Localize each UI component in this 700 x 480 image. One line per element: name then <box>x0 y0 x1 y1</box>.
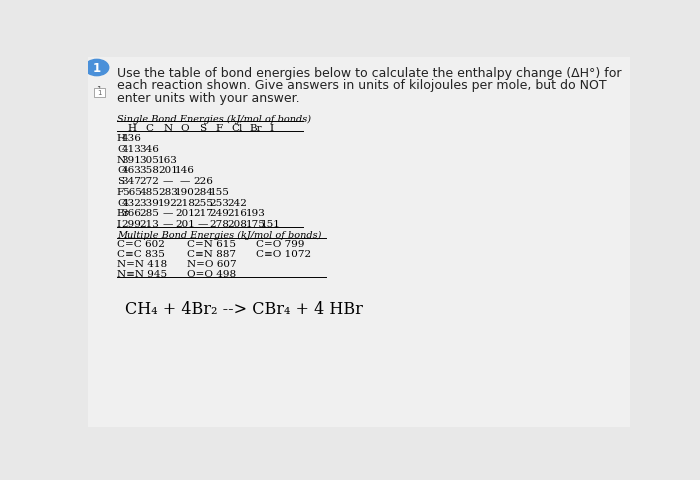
Text: 1: 1 <box>92 62 101 75</box>
Text: Cl: Cl <box>117 198 128 207</box>
Text: C: C <box>117 144 125 154</box>
Text: F: F <box>216 124 223 132</box>
Text: S: S <box>117 177 124 186</box>
Text: Br: Br <box>117 209 130 218</box>
Text: 346: 346 <box>139 144 160 154</box>
Text: N=O 607: N=O 607 <box>187 260 237 269</box>
Text: 151: 151 <box>261 220 281 228</box>
Text: 1: 1 <box>97 90 102 96</box>
Text: N: N <box>164 124 173 132</box>
Text: C=N 615: C=N 615 <box>187 240 236 249</box>
Text: C: C <box>146 124 153 132</box>
Text: Single Bond Energies (kJ/mol of bonds): Single Bond Energies (kJ/mol of bonds) <box>117 114 311 123</box>
Text: N≡N 945: N≡N 945 <box>117 270 167 279</box>
Text: 146: 146 <box>175 166 195 175</box>
Text: 192: 192 <box>158 198 178 207</box>
Text: —: — <box>163 209 174 218</box>
Text: 283: 283 <box>158 188 178 196</box>
Text: 565: 565 <box>122 188 141 196</box>
Text: C≡C 835: C≡C 835 <box>117 250 164 259</box>
Text: 285: 285 <box>139 209 160 218</box>
Text: C=C 602: C=C 602 <box>117 240 164 249</box>
Text: 463: 463 <box>122 166 141 175</box>
Text: 391: 391 <box>122 155 141 164</box>
Text: 436: 436 <box>122 133 141 143</box>
Text: I: I <box>269 124 273 132</box>
Text: I: I <box>117 220 121 228</box>
Text: 255: 255 <box>193 198 213 207</box>
Text: 284: 284 <box>193 188 213 196</box>
Text: S: S <box>199 124 206 132</box>
Text: 201: 201 <box>158 166 178 175</box>
Bar <box>94 88 104 97</box>
Text: C≡O 1072: C≡O 1072 <box>256 250 312 259</box>
Text: 201: 201 <box>175 209 195 218</box>
Text: 485: 485 <box>139 188 160 196</box>
Text: enter units with your answer.: enter units with your answer. <box>117 91 300 104</box>
Text: 213: 213 <box>139 220 160 228</box>
Text: CH₄ + 4Br₂ --> CBr₄ + 4 HBr: CH₄ + 4Br₂ --> CBr₄ + 4 HBr <box>125 300 363 317</box>
Text: C=O 799: C=O 799 <box>256 240 305 249</box>
Text: 155: 155 <box>209 188 229 196</box>
Text: 163: 163 <box>158 155 178 164</box>
Text: 272: 272 <box>139 177 160 186</box>
Text: 175: 175 <box>246 220 265 228</box>
Text: —: — <box>163 220 174 228</box>
Text: N: N <box>117 155 126 164</box>
Text: 208: 208 <box>227 220 247 228</box>
Text: 366: 366 <box>122 209 141 218</box>
Text: N=N 418: N=N 418 <box>117 260 167 269</box>
Text: 305: 305 <box>139 155 160 164</box>
Text: 278: 278 <box>209 220 229 228</box>
Text: H: H <box>117 133 126 143</box>
Text: 339: 339 <box>139 198 160 207</box>
Text: Use the table of bond energies below to calculate the enthalpy change (ΔH°) for: Use the table of bond energies below to … <box>117 67 622 80</box>
Text: O=O 498: O=O 498 <box>187 270 236 279</box>
Text: H: H <box>127 124 136 132</box>
Text: —: — <box>163 177 174 186</box>
Text: O: O <box>181 124 190 132</box>
Text: O: O <box>117 166 125 175</box>
Text: 253: 253 <box>209 198 229 207</box>
Text: 1: 1 <box>97 85 102 95</box>
Text: 218: 218 <box>175 198 195 207</box>
Text: —: — <box>180 177 190 186</box>
Text: 201: 201 <box>175 220 195 228</box>
Text: each reaction shown. Give answers in units of kilojoules per mole, but do NOT: each reaction shown. Give answers in uni… <box>117 79 607 92</box>
Text: 226: 226 <box>193 177 213 186</box>
Text: 413: 413 <box>122 144 141 154</box>
Text: Multiple Bond Energies (kJ/mol of bonds): Multiple Bond Energies (kJ/mol of bonds) <box>117 230 321 240</box>
Text: 249: 249 <box>209 209 229 218</box>
Text: 299: 299 <box>122 220 141 228</box>
Circle shape <box>85 60 108 76</box>
Text: 347: 347 <box>122 177 141 186</box>
Text: 432: 432 <box>122 198 141 207</box>
Text: 216: 216 <box>227 209 247 218</box>
Text: —: — <box>198 220 208 228</box>
Text: Br: Br <box>249 124 262 132</box>
Text: 358: 358 <box>139 166 160 175</box>
Text: 217: 217 <box>193 209 213 218</box>
Text: F: F <box>117 188 124 196</box>
Text: Cl: Cl <box>232 124 243 132</box>
Text: 242: 242 <box>227 198 247 207</box>
Text: 193: 193 <box>246 209 265 218</box>
Text: C≡N 887: C≡N 887 <box>187 250 236 259</box>
Text: 190: 190 <box>175 188 195 196</box>
